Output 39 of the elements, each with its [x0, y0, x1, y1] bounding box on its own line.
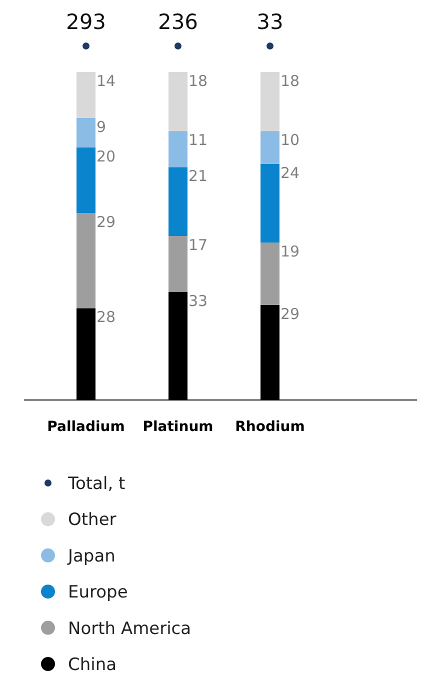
- bar: [168, 167, 188, 236]
- bar: [260, 131, 280, 164]
- bar: [260, 72, 280, 132]
- bar: [76, 213, 96, 308]
- bar: [168, 131, 188, 168]
- legend-label: China: [68, 655, 117, 674]
- data-label: 17: [188, 236, 208, 254]
- x-tick-label: Platinum: [142, 419, 214, 435]
- legend-label: Other: [68, 510, 116, 530]
- data-label: 10: [280, 131, 300, 150]
- bar: [260, 242, 280, 305]
- data-label: 19: [280, 242, 300, 261]
- data-label: 11: [188, 131, 208, 150]
- text: 293: [66, 10, 106, 34]
- data-label: 24: [280, 164, 300, 182]
- x-tick-label: Rhodium: [235, 419, 305, 435]
- bar: [168, 72, 188, 132]
- bar: [76, 147, 96, 214]
- data-label: 18: [280, 72, 300, 90]
- data-label: 18: [188, 72, 208, 90]
- x-tick-label: Palladium: [47, 419, 125, 435]
- text: Total, t: [67, 474, 126, 494]
- data-label: 21: [188, 167, 208, 186]
- legend-label: North America: [68, 618, 192, 639]
- data-label: 14: [96, 72, 116, 90]
- bar: [168, 236, 188, 292]
- data-label: 28: [96, 308, 116, 326]
- data-label: 20: [96, 147, 116, 166]
- bar: [260, 164, 280, 243]
- legend-label: Europe: [68, 582, 128, 603]
- data-label: 29: [96, 213, 116, 232]
- bar: [76, 72, 96, 118]
- text: 236: [158, 10, 198, 34]
- bar: [76, 118, 96, 148]
- data-label: 9: [96, 118, 106, 136]
- text: 33: [256, 10, 284, 34]
- legend-label: Japan: [67, 546, 116, 566]
- data-label: 29: [280, 304, 300, 323]
- data-label: 33: [188, 292, 208, 310]
